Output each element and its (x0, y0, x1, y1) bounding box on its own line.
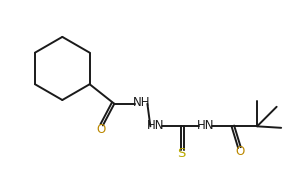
Text: NH: NH (133, 96, 150, 109)
Text: HN: HN (147, 119, 165, 132)
Text: O: O (97, 122, 106, 136)
Text: S: S (177, 147, 185, 160)
Text: HN: HN (197, 119, 215, 132)
Text: O: O (235, 145, 244, 158)
